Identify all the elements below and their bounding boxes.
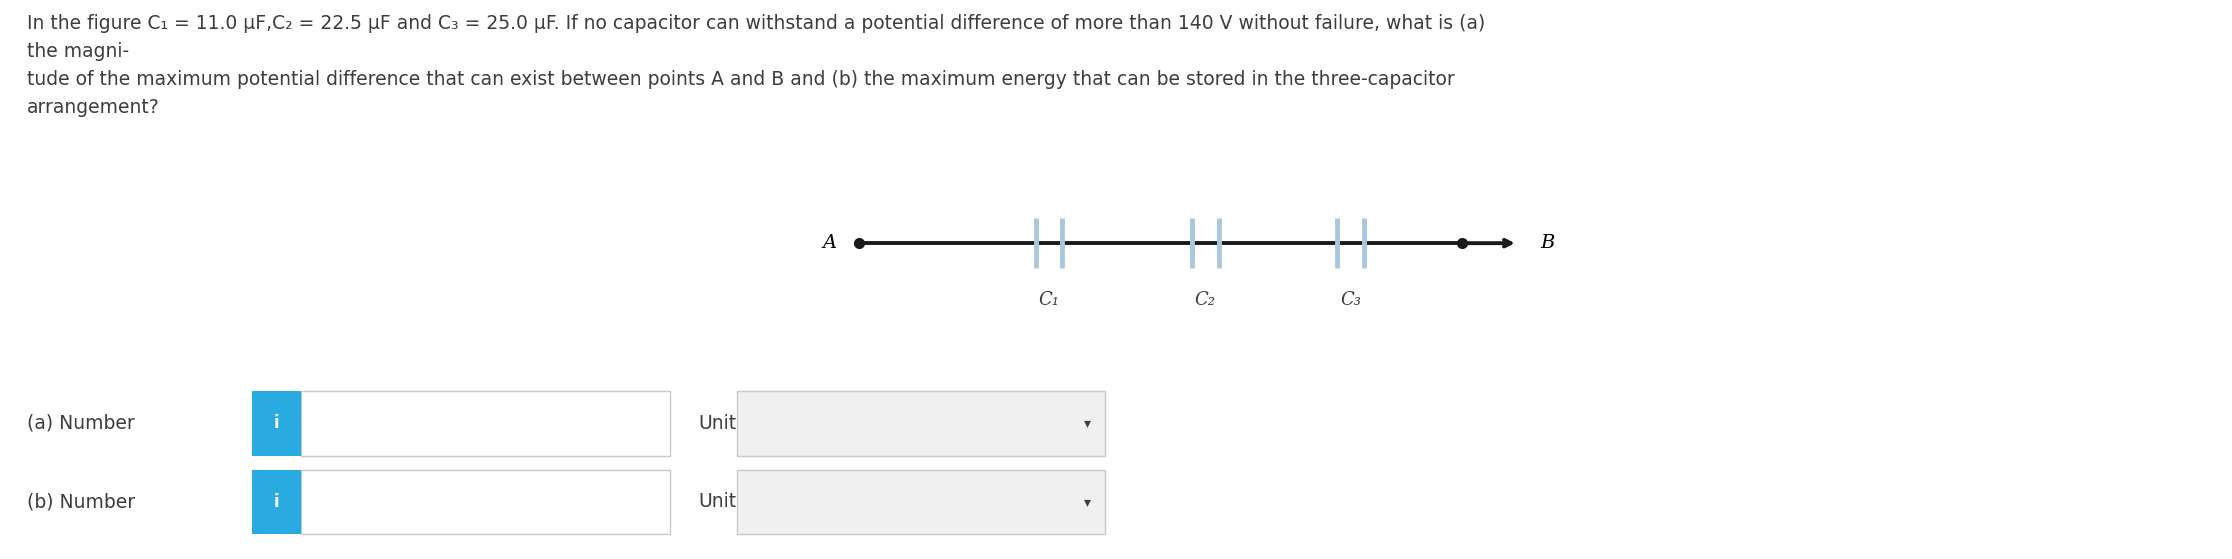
Text: (b) Number: (b) Number xyxy=(27,492,134,511)
Text: (a) Number: (a) Number xyxy=(27,414,134,433)
Text: B: B xyxy=(1540,234,1553,252)
Text: Units: Units xyxy=(699,492,748,511)
Text: A: A xyxy=(824,234,837,252)
Bar xyxy=(301,470,670,534)
Text: ▾: ▾ xyxy=(1085,416,1091,430)
Text: C₃: C₃ xyxy=(1339,291,1362,309)
Bar xyxy=(737,470,1105,534)
Bar xyxy=(737,391,1105,456)
Text: i: i xyxy=(275,492,279,511)
Text: i: i xyxy=(275,414,279,433)
Bar xyxy=(252,470,301,534)
Bar xyxy=(301,391,670,456)
Bar xyxy=(252,391,301,456)
Text: ▾: ▾ xyxy=(1085,495,1091,509)
Text: C₂: C₂ xyxy=(1194,291,1216,309)
Text: Units: Units xyxy=(699,414,748,433)
Text: In the figure C₁ = 11.0 μF,C₂ = 22.5 μF and C₃ = 25.0 μF. If no capacitor can wi: In the figure C₁ = 11.0 μF,C₂ = 22.5 μF … xyxy=(27,14,1484,117)
Text: C₁: C₁ xyxy=(1038,291,1060,309)
